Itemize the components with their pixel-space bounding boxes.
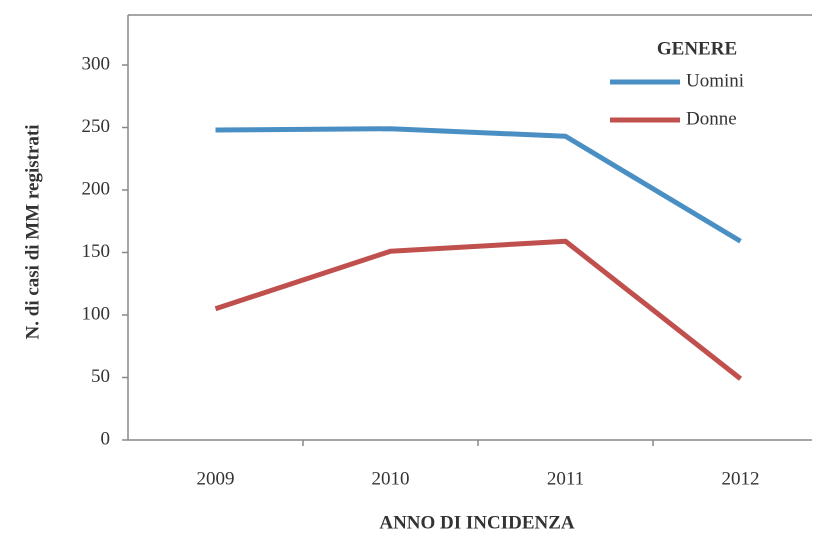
x-tick-label: 2011 — [547, 468, 584, 489]
legend-title: GENERE — [657, 38, 737, 59]
y-tick-label: 0 — [101, 428, 111, 449]
y-tick-label: 300 — [82, 53, 111, 74]
y-tick-label: 200 — [82, 178, 111, 199]
y-tick-label: 150 — [82, 241, 111, 262]
y-tick-label: 50 — [91, 366, 110, 387]
legend-label: Uomini — [686, 70, 744, 91]
x-axis-label: ANNO DI INCIDENZA — [379, 512, 575, 533]
x-tick-label: 2009 — [197, 468, 235, 489]
x-tick-label: 2010 — [372, 468, 410, 489]
series-line — [215, 126, 742, 244]
y-tick-label: 250 — [82, 116, 111, 137]
legend-label: Donne — [686, 108, 737, 129]
y-tick-label: 100 — [82, 303, 111, 324]
series-line — [214, 238, 743, 381]
x-tick-label: 2012 — [722, 468, 760, 489]
y-axis-label: N. di casi di MM registrati — [22, 125, 43, 340]
